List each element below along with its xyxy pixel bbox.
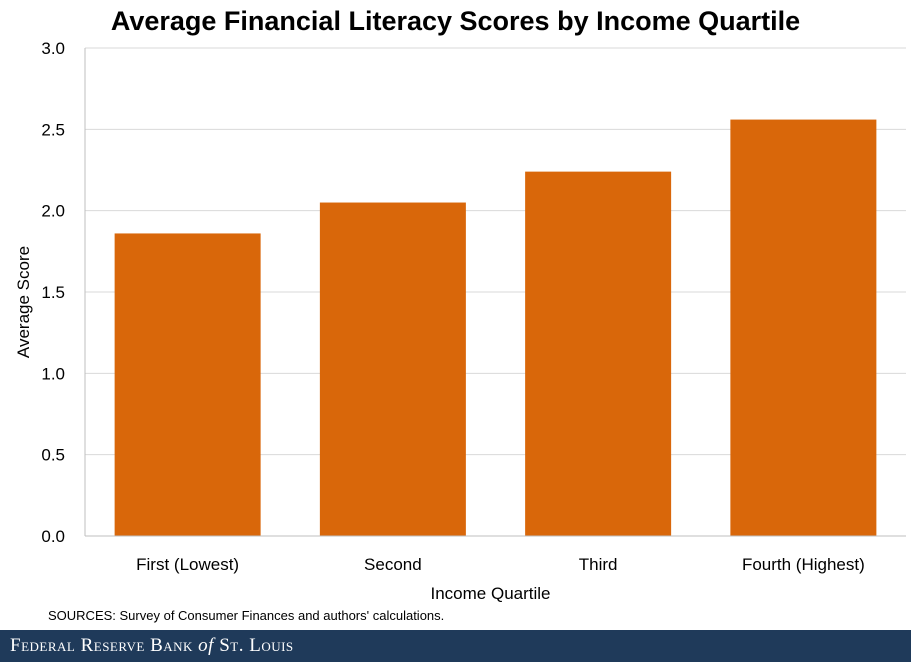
y-tick-label: 1.5 [41,283,65,302]
footer-brand-of: of [198,635,214,656]
x-tick-label: First (Lowest) [136,555,239,574]
y-tick-label: 0.5 [41,446,65,465]
x-axis-ticks: First (Lowest) Second Third Fourth (Highest… [136,555,865,574]
y-axis-ticks: 0.0 0.5 1.0 1.5 2.0 2.5 3.0 [41,39,65,546]
x-tick-label: Third [579,555,618,574]
x-tick-label: Fourth (Highest) [742,555,865,574]
y-tick-label: 0.0 [41,527,65,546]
footer-bar: Federal Reserve Bank of St. Louis [0,630,911,662]
footer-brand: Federal Reserve Bank of St. Louis [10,635,294,657]
footer-brand-before: Federal Reserve Bank [10,635,199,656]
bar [525,171,672,537]
y-tick-label: 2.0 [41,202,65,221]
bar [114,233,261,536]
y-tick-label: 2.5 [41,120,65,139]
bars [114,119,877,537]
footer-brand-after: St. Louis [213,635,294,656]
y-tick-label: 3.0 [41,39,65,58]
bar [319,202,466,537]
bar [730,119,877,536]
y-axis-label: Average Score [14,246,33,358]
y-tick-label: 1.0 [41,364,65,383]
chart-title: Average Financial Literacy Scores by Inc… [110,6,801,36]
x-tick-label: Second [364,555,422,574]
x-axis-label: Income Quartile [431,584,551,603]
source-note: SOURCES: Survey of Consumer Finances and… [48,608,445,623]
bar-chart: 0.0 0.5 1.0 1.5 2.0 2.5 3.0 First (Lowest) Seco… [14,39,906,603]
